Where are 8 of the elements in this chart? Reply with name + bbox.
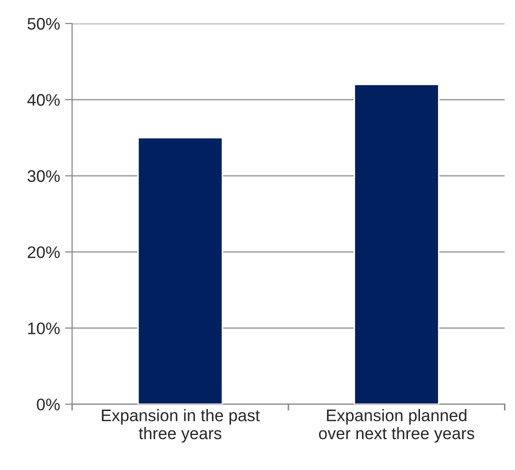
y-tick-label: 10% [28, 322, 60, 334]
y-tick-label: 0% [36, 398, 60, 410]
y-tick-label: 30% [28, 170, 60, 182]
x-tick-label: Expansion planned over next three years [318, 409, 474, 443]
x-tick-label: Expansion in the past three years [102, 409, 260, 443]
y-tick-label: 20% [28, 246, 60, 258]
y-tick-label: 40% [27, 94, 60, 106]
y-tick-label: 50% [28, 18, 60, 30]
